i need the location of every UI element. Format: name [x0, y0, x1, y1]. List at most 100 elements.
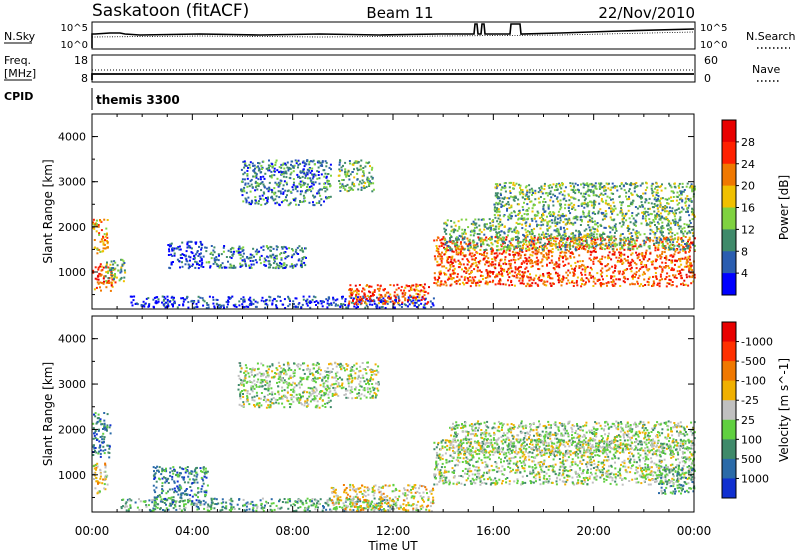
power-cell: [446, 258, 449, 261]
power-cell: [589, 229, 591, 232]
power-cell: [648, 197, 651, 200]
power-cell: [677, 184, 680, 187]
power-cell: [620, 255, 622, 258]
power-cell: [635, 263, 638, 266]
power-cell: [382, 302, 385, 305]
power-cell: [112, 267, 115, 270]
power-cell: [281, 187, 284, 190]
power-cell: [229, 263, 232, 266]
power-cell: [559, 216, 562, 219]
nsky-trace: [91, 23, 695, 48]
power-cell: [330, 168, 332, 171]
power-cell: [97, 268, 100, 271]
power-cell: [352, 299, 354, 302]
power-cell: [593, 277, 596, 280]
power-cell: [541, 247, 544, 250]
power-cell: [379, 296, 382, 299]
power-cell: [661, 269, 664, 272]
power-cell: [387, 291, 390, 294]
power-cell: [569, 245, 572, 247]
power-cell: [586, 182, 589, 185]
power-cell: [511, 284, 514, 286]
power-cell: [650, 184, 653, 187]
power-cell: [257, 185, 260, 188]
power-cell: [173, 296, 175, 299]
power-cell: [324, 172, 327, 175]
power-cell: [614, 231, 616, 234]
power-cell: [439, 239, 442, 242]
power-cell: [99, 274, 102, 277]
power-cell: [356, 169, 359, 172]
power-cell: [440, 283, 443, 286]
power-cell: [610, 218, 613, 221]
power-cell: [294, 187, 297, 190]
power-cell: [679, 225, 682, 228]
power-cell: [319, 164, 322, 167]
power-cell: [569, 271, 572, 274]
power-cell: [588, 271, 591, 274]
power-cell: [312, 194, 314, 197]
power-cell: [552, 204, 555, 207]
power-cell: [538, 235, 541, 238]
power-cell: [631, 243, 634, 246]
power-cell: [580, 242, 583, 245]
power-cell: [608, 182, 610, 185]
power-cell: [672, 222, 675, 225]
power-cell: [639, 184, 642, 187]
power-cell: [478, 224, 481, 227]
power-cell: [589, 266, 592, 269]
power-cell: [607, 255, 610, 258]
power-cell: [681, 277, 683, 280]
velocity-cell: [93, 467, 96, 470]
power-cell: [198, 253, 201, 256]
power-cell: [495, 201, 498, 204]
power-cell: [314, 296, 317, 299]
power-cell: [655, 260, 657, 263]
power-cell: [682, 232, 685, 235]
power-cell: [299, 170, 302, 173]
power-cell: [523, 218, 526, 221]
power-cell: [500, 203, 503, 206]
power-cell: [509, 190, 512, 193]
power-cell: [512, 253, 515, 256]
power-cell: [492, 272, 494, 275]
power-cell: [244, 162, 247, 165]
power-cell: [508, 227, 511, 230]
power-cell: [213, 257, 216, 260]
power-cell: [501, 200, 504, 203]
power-cell: [301, 303, 304, 306]
power-cell: [330, 302, 333, 305]
power-cell: [476, 233, 479, 235]
power-cell: [433, 276, 436, 279]
power-cell: [495, 252, 498, 255]
power-cell: [594, 257, 597, 260]
power-cell: [485, 236, 488, 239]
power-cell: [244, 182, 247, 185]
power-cell: [121, 264, 124, 267]
power-cell: [326, 188, 329, 191]
power-cell: [603, 248, 606, 251]
power-cell: [102, 266, 105, 269]
power-cell: [129, 295, 132, 298]
power-cell: [252, 247, 255, 250]
power-cell: [454, 244, 457, 247]
power-cell: [232, 266, 235, 269]
power-cell: [485, 280, 488, 283]
power-cell: [556, 217, 559, 220]
power-cell: [241, 255, 244, 258]
power-cell: [567, 269, 570, 272]
power-cell: [547, 206, 550, 209]
power-cell: [692, 243, 695, 246]
power-cell: [611, 228, 614, 231]
power-cell: [544, 244, 547, 247]
power-cell: [570, 196, 572, 199]
power-cell: [287, 169, 290, 172]
power-cell: [629, 268, 632, 270]
power-cell: [289, 300, 291, 302]
power-cell: [380, 294, 383, 297]
power-cell: [572, 285, 575, 287]
power-cell: [668, 212, 671, 215]
power-cell: [361, 175, 364, 178]
power-cell: [218, 303, 221, 306]
power-cell: [248, 163, 251, 166]
